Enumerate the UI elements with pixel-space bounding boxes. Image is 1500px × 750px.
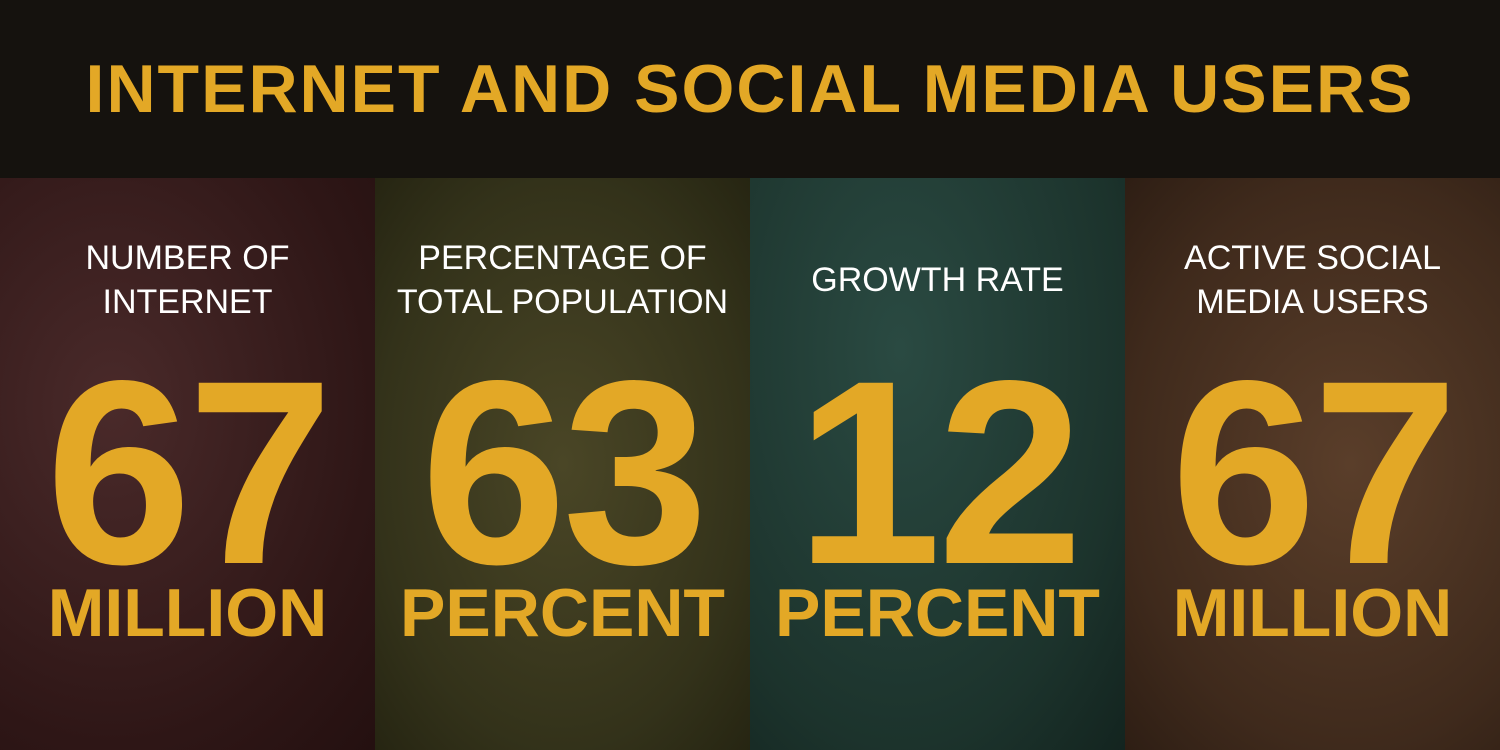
stat-unit: MILLION [47,575,328,651]
label-line: MEDIA USERS [1196,283,1429,321]
stat-value: 63 [420,326,708,619]
stat-label: NUMBER OF INTERNET [0,234,375,326]
label-line: INTERNET [102,283,273,321]
stat-value: 12 [795,326,1083,619]
stat-value: 67 [1170,326,1458,619]
label-line: ACTIVE SOCIAL [1184,239,1441,277]
stat-label: PERCENTAGE OF TOTAL POPULATION [375,234,750,326]
label-line: NUMBER OF [85,239,290,277]
stat-panel: NUMBER OF INTERNET 67 MILLION [0,178,375,750]
stat-label: ACTIVE SOCIAL MEDIA USERS [1125,234,1500,326]
stat-label: GROWTH RATE [750,234,1125,326]
stat-panel: PERCENTAGE OF TOTAL POPULATION 63 PERCENT [375,178,750,750]
stat-unit: PERCENT [775,575,1100,651]
label-line: PERCENTAGE OF [418,239,707,277]
title: INTERNET AND SOCIAL MEDIA USERS [0,0,1500,178]
stat-unit: MILLION [1172,575,1453,651]
label-line: TOTAL POPULATION [396,283,729,321]
label-line: GROWTH RATE [811,261,1064,299]
stat-panel: ACTIVE SOCIAL MEDIA USERS 67 MILLION [1125,178,1500,750]
stat-panel: GROWTH RATE 12 PERCENT [750,178,1125,750]
stat-value: 67 [45,326,333,619]
stat-unit: PERCENT [400,575,725,651]
